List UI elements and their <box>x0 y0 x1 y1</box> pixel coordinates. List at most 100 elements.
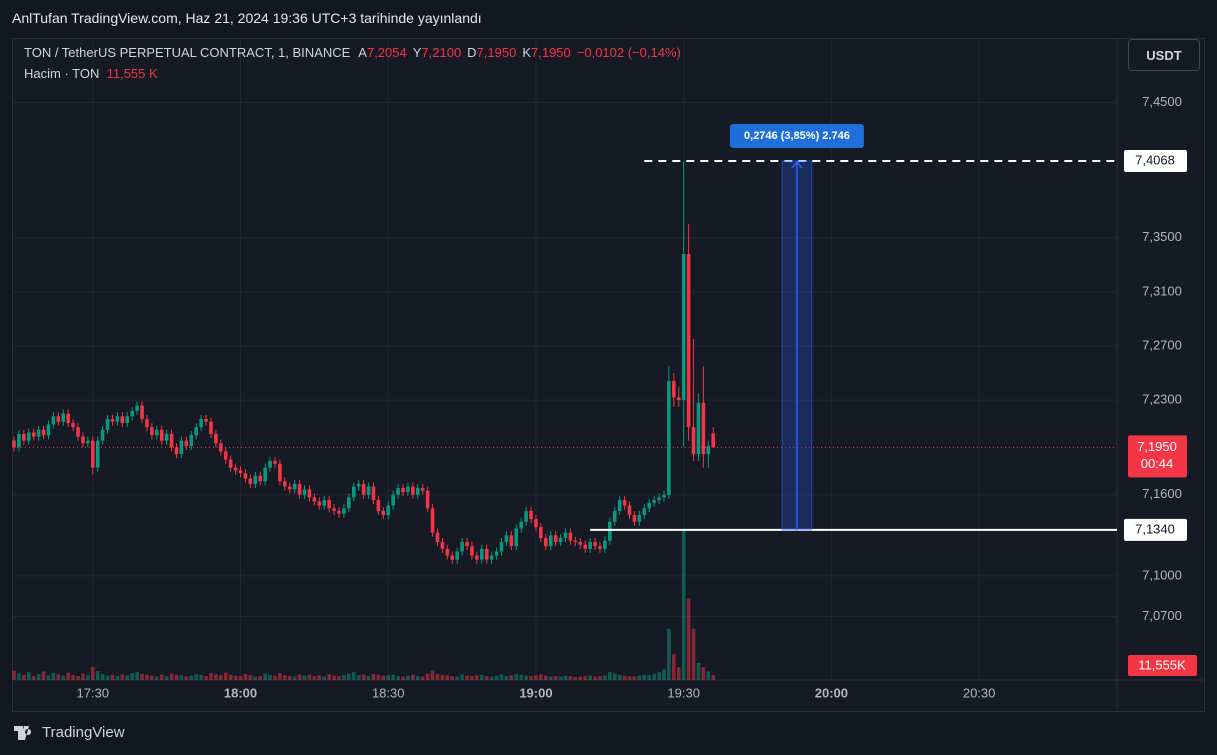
candle-body <box>292 483 297 490</box>
currency-button[interactable]: USDT <box>1128 39 1200 71</box>
volume-bar <box>130 673 134 680</box>
candle-body <box>627 505 632 516</box>
candle-body <box>524 510 528 522</box>
volume-bar <box>76 676 80 680</box>
volume-label-box <box>1128 655 1197 676</box>
candle-body <box>662 494 666 498</box>
volume-bar <box>676 667 681 680</box>
candle-body <box>209 421 213 434</box>
candle-body <box>701 402 706 455</box>
volume-bar <box>598 676 602 680</box>
volume-bar <box>475 675 479 680</box>
volume-bar <box>154 676 159 680</box>
candle-body <box>342 508 346 514</box>
volume-bar <box>696 662 701 680</box>
legend-key: K <box>522 45 531 60</box>
volume-bar <box>199 674 203 680</box>
level-label: 7,4068 <box>1135 152 1175 167</box>
candle-body <box>391 494 395 506</box>
volume-bar <box>391 674 395 680</box>
volume-legend: Hacim · TON 11,555 K <box>24 66 158 81</box>
x-tick-label: 19:30 <box>667 685 700 700</box>
volume-bar <box>41 671 46 680</box>
volume-bar <box>219 675 223 680</box>
volume-bar <box>273 675 277 680</box>
candle-body <box>273 460 277 464</box>
volume-bar <box>701 667 706 680</box>
candle-body <box>598 546 602 549</box>
volume-bar <box>578 676 583 680</box>
volume-bar <box>223 672 228 680</box>
candle-body <box>337 510 341 514</box>
candle-body <box>22 433 26 441</box>
volume-bar <box>509 675 514 680</box>
y-tick-label: 7,1000 <box>1142 567 1182 582</box>
volume-bar <box>327 674 331 680</box>
candle-body <box>199 419 203 428</box>
volume-bar <box>204 676 208 680</box>
volume-bar <box>140 674 144 680</box>
candle-body <box>51 416 56 425</box>
candle-body <box>66 413 70 424</box>
volume-bar <box>86 675 90 680</box>
volume-bar <box>489 676 494 680</box>
candle-body <box>228 459 233 468</box>
candle-body <box>268 460 272 468</box>
candle-body <box>347 497 351 509</box>
candle-body <box>435 532 440 543</box>
candle-body <box>632 515 637 522</box>
legend-value: 7,2054 <box>366 45 407 60</box>
candle-body <box>696 402 701 455</box>
volume-bar <box>455 676 459 680</box>
volume-bar <box>553 676 558 680</box>
volume-bar <box>297 674 302 680</box>
volume-bar <box>411 674 415 680</box>
candle-body <box>484 548 489 560</box>
candle-body <box>17 433 21 448</box>
volume-bar <box>465 675 469 680</box>
volume-value: 11,555 K <box>106 66 158 81</box>
candle-body <box>140 405 144 420</box>
volume-bar <box>583 676 587 680</box>
y-tick-label: 7,3500 <box>1142 229 1182 244</box>
volume-bar <box>26 672 31 680</box>
candle-body <box>317 501 322 506</box>
volume-bar <box>268 674 272 680</box>
candle-body <box>706 446 711 455</box>
volume-bar <box>563 675 568 680</box>
measure-label: 0,2746 (3,85%) 2.746 <box>744 130 850 142</box>
volume-bar <box>278 673 282 680</box>
candle-body <box>534 519 538 528</box>
volume-bar <box>479 674 484 680</box>
candle-body <box>676 397 681 401</box>
volume-bar <box>691 628 696 680</box>
candle-body <box>430 508 435 533</box>
candle-body <box>120 416 125 424</box>
volume-bar <box>415 676 420 680</box>
candle-body <box>544 538 548 547</box>
measure-label-box <box>729 123 864 148</box>
volume-bar <box>115 676 120 680</box>
candle-body <box>499 542 504 552</box>
candle-body <box>672 381 676 398</box>
volume-bar <box>401 676 405 680</box>
volume-bar <box>657 672 661 680</box>
candle-body <box>46 424 51 436</box>
candle-body <box>529 510 533 520</box>
candle-body <box>223 451 228 460</box>
candle-body <box>475 555 479 560</box>
y-tick-label: 7,3100 <box>1142 283 1182 298</box>
volume-bar <box>612 673 617 680</box>
volume-bar <box>351 672 356 680</box>
x-tick-label: 20:30 <box>963 685 996 700</box>
candle-body <box>440 542 445 549</box>
candle-body <box>238 470 243 474</box>
volume-bar <box>189 675 194 680</box>
y-tick-label: 7,2300 <box>1142 392 1182 407</box>
candle-body <box>366 486 371 495</box>
legend: TON / TetherUS PERPETUAL CONTRACT, 1, BI… <box>24 45 681 60</box>
candle-body <box>381 510 386 516</box>
